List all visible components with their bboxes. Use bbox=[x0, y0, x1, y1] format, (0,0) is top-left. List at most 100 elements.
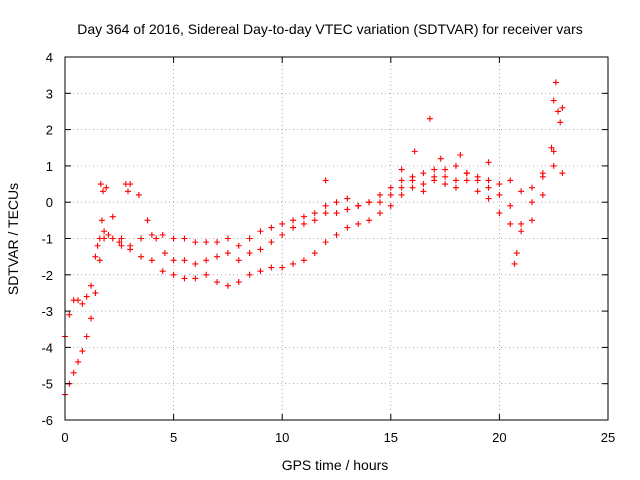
data-point bbox=[300, 220, 307, 227]
data-point bbox=[181, 235, 188, 242]
data-point bbox=[322, 202, 329, 209]
data-point bbox=[268, 224, 275, 231]
data-point bbox=[442, 181, 449, 188]
data-point bbox=[290, 217, 297, 224]
data-point bbox=[557, 119, 564, 126]
data-point bbox=[109, 235, 116, 242]
data-point bbox=[507, 177, 514, 184]
data-point bbox=[426, 115, 433, 122]
data-point bbox=[333, 210, 340, 217]
data-point bbox=[300, 257, 307, 264]
x-axis-label: GPS time / hours bbox=[282, 457, 389, 473]
y-tick-label: 3 bbox=[46, 86, 53, 101]
data-point bbox=[144, 217, 151, 224]
data-point bbox=[322, 210, 329, 217]
x-tick-label: 0 bbox=[61, 430, 68, 445]
data-point bbox=[118, 242, 125, 249]
data-point bbox=[170, 271, 177, 278]
data-point bbox=[528, 184, 535, 191]
data-point bbox=[539, 170, 546, 177]
data-point bbox=[333, 199, 340, 206]
data-point bbox=[214, 239, 221, 246]
data-point bbox=[138, 235, 145, 242]
data-point bbox=[268, 239, 275, 246]
data-point bbox=[548, 144, 555, 151]
data-point bbox=[355, 220, 362, 227]
data-point bbox=[387, 202, 394, 209]
data-point bbox=[496, 191, 503, 198]
data-point bbox=[170, 257, 177, 264]
data-point bbox=[398, 166, 405, 173]
data-point bbox=[355, 202, 362, 209]
chart-title: Day 364 of 2016, Sidereal Day-to-day VTE… bbox=[77, 21, 583, 37]
data-point bbox=[94, 242, 101, 249]
data-point bbox=[116, 239, 123, 246]
data-point bbox=[98, 217, 105, 224]
data-point bbox=[559, 104, 566, 111]
data-point bbox=[485, 195, 492, 202]
y-tick-label: 4 bbox=[46, 50, 53, 65]
data-point bbox=[552, 79, 559, 86]
data-point bbox=[387, 191, 394, 198]
data-point bbox=[411, 148, 418, 155]
data-point bbox=[83, 293, 90, 300]
data-point bbox=[75, 358, 82, 365]
data-point bbox=[555, 108, 562, 115]
data-point bbox=[246, 235, 253, 242]
data-point bbox=[366, 217, 373, 224]
data-point bbox=[203, 239, 210, 246]
data-point bbox=[75, 297, 82, 304]
data-point bbox=[322, 239, 329, 246]
data-point bbox=[528, 217, 535, 224]
data-point bbox=[192, 260, 199, 267]
data-point bbox=[170, 235, 177, 242]
data-point bbox=[376, 191, 383, 198]
data-point bbox=[409, 184, 416, 191]
data-point bbox=[550, 97, 557, 104]
data-point bbox=[192, 275, 199, 282]
data-point bbox=[122, 181, 129, 188]
data-point bbox=[235, 242, 242, 249]
data-point bbox=[507, 202, 514, 209]
data-point bbox=[135, 191, 142, 198]
data-point bbox=[431, 177, 438, 184]
data-point bbox=[376, 210, 383, 217]
y-tick-label: -6 bbox=[41, 413, 53, 428]
data-point bbox=[420, 188, 427, 195]
data-point bbox=[268, 264, 275, 271]
data-point bbox=[452, 177, 459, 184]
data-point bbox=[496, 181, 503, 188]
data-point bbox=[322, 177, 329, 184]
x-tick-label: 25 bbox=[601, 430, 615, 445]
data-point bbox=[148, 231, 155, 238]
data-point bbox=[96, 257, 103, 264]
data-point bbox=[311, 210, 318, 217]
data-point bbox=[550, 162, 557, 169]
data-point bbox=[518, 188, 525, 195]
data-point bbox=[214, 279, 221, 286]
data-point bbox=[398, 177, 405, 184]
data-point bbox=[457, 152, 464, 159]
data-point bbox=[518, 228, 525, 235]
data-point bbox=[88, 315, 95, 322]
data-point bbox=[539, 191, 546, 198]
data-point bbox=[518, 220, 525, 227]
data-point bbox=[214, 253, 221, 260]
data-point bbox=[513, 250, 520, 257]
data-point bbox=[148, 257, 155, 264]
data-point bbox=[442, 166, 449, 173]
data-point bbox=[311, 217, 318, 224]
data-point bbox=[127, 246, 134, 253]
data-point bbox=[138, 253, 145, 260]
y-tick-label: -3 bbox=[41, 304, 53, 319]
data-point bbox=[290, 260, 297, 267]
data-point bbox=[398, 184, 405, 191]
data-point bbox=[279, 231, 286, 238]
data-point bbox=[181, 275, 188, 282]
data-point bbox=[153, 235, 160, 242]
data-point bbox=[181, 257, 188, 264]
data-point bbox=[528, 199, 535, 206]
data-point bbox=[224, 250, 231, 257]
data-point bbox=[496, 210, 503, 217]
y-tick-label: 0 bbox=[46, 195, 53, 210]
